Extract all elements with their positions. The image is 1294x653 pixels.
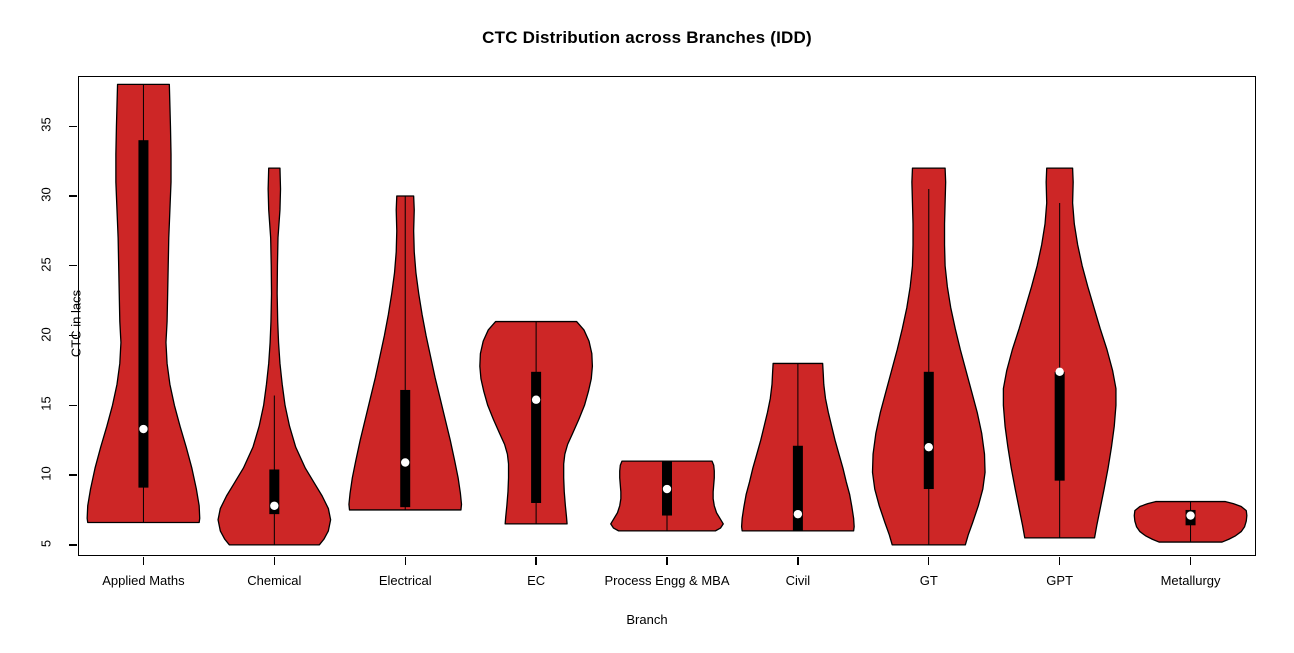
violin-applied-maths xyxy=(86,83,201,524)
iqr-box xyxy=(531,371,542,503)
x-tick-mark xyxy=(404,557,406,565)
y-tick-mark xyxy=(69,125,77,127)
median-marker xyxy=(270,501,279,510)
violin-electrical xyxy=(348,195,463,511)
y-tick-mark xyxy=(69,265,77,267)
x-tick-mark xyxy=(797,557,799,565)
violin-density-shape xyxy=(217,167,332,546)
y-tick-mark xyxy=(69,404,77,406)
violin-process-engg-mba xyxy=(610,460,724,532)
x-tick-mark xyxy=(1058,557,1061,565)
violin-ec xyxy=(479,320,594,525)
x-tick-label: Applied Maths xyxy=(102,573,185,588)
x-tick-mark xyxy=(928,557,930,565)
violin-chemical xyxy=(217,167,332,546)
violin-metallurgy xyxy=(1133,500,1248,543)
x-tick-label: Electrical xyxy=(378,573,432,588)
x-tick-mark xyxy=(273,557,276,565)
x-tick-label: EC xyxy=(527,573,546,588)
y-tick-mark xyxy=(69,195,77,197)
y-tick-mark xyxy=(69,544,77,546)
x-tick-mark xyxy=(1189,557,1192,565)
iqr-box xyxy=(1054,371,1065,481)
x-tick-label: Process Engg & MBA xyxy=(604,573,730,588)
iqr-box xyxy=(400,389,411,508)
x-tick-mark xyxy=(666,557,668,565)
chart-title: CTC Distribution across Branches (IDD) xyxy=(482,28,812,47)
x-tick-label: Chemical xyxy=(247,573,302,588)
median-marker xyxy=(793,509,803,519)
iqr-box xyxy=(923,371,934,490)
y-tick-mark xyxy=(69,474,77,476)
iqr-box xyxy=(138,140,149,488)
x-tick-label: Metallurgy xyxy=(1160,573,1221,588)
violin-gt xyxy=(871,167,986,546)
iqr-box xyxy=(269,469,280,515)
x-tick-label: GPT xyxy=(1046,573,1074,588)
median-marker xyxy=(662,484,672,494)
median-marker xyxy=(1055,367,1064,377)
violin-gpt xyxy=(1002,167,1117,539)
median-marker xyxy=(924,442,933,452)
y-tick-mark xyxy=(69,334,77,337)
median-marker xyxy=(1186,511,1195,520)
median-marker xyxy=(401,458,410,467)
median-marker xyxy=(531,395,541,404)
x-tick-label: GT xyxy=(919,573,938,588)
x-tick-mark xyxy=(535,557,537,565)
violin-civil xyxy=(740,362,855,532)
median-marker xyxy=(139,424,148,434)
x-axis-title: Branch xyxy=(626,612,668,627)
iqr-box xyxy=(792,445,803,531)
x-tick-mark xyxy=(142,557,145,565)
x-tick-label: Civil xyxy=(785,573,811,588)
